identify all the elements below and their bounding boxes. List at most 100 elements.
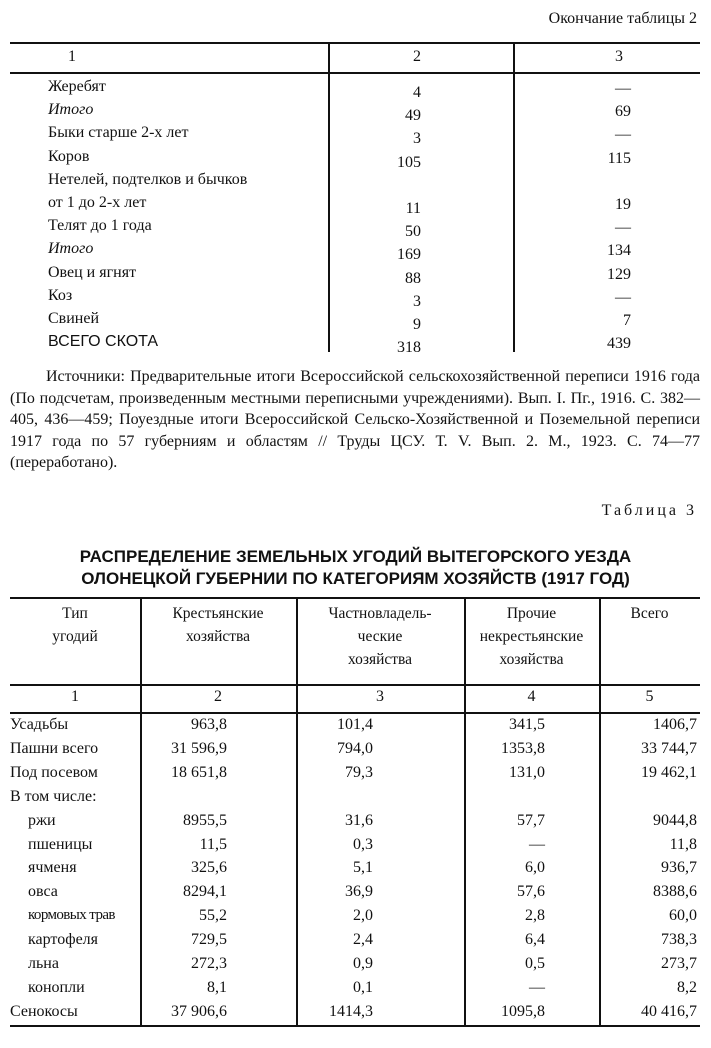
- row-label: Овец и ягнят: [48, 263, 137, 281]
- column-header: Прочие некрестьянские хозяйства: [464, 602, 599, 671]
- col-number: 3: [615, 48, 623, 65]
- cell-value: 8294,1: [183, 883, 227, 901]
- column-header: Тип угодий: [10, 602, 140, 648]
- table-row: Нетелей, подтелков и бычков: [0, 171, 711, 195]
- cell-value: 37 906,6: [171, 1002, 227, 1020]
- header-line: ческие: [357, 628, 403, 645]
- cell-value: 1414,3: [329, 1002, 373, 1020]
- cell-value: 3: [413, 292, 421, 310]
- column-divider: [140, 597, 142, 1026]
- header-line: Частновладель-: [328, 605, 432, 622]
- cell-value: 963,8: [191, 716, 227, 733]
- cell-value: 131,0: [509, 763, 545, 781]
- table-continuation-label: Окончание таблицы 2: [548, 10, 697, 27]
- cell-value: 7: [623, 312, 631, 329]
- table-row: Итого 169 134: [0, 240, 711, 264]
- cell-value: 0,5: [525, 955, 545, 972]
- row-label: от 1 до 2-х лет: [48, 194, 147, 211]
- col-number: 3: [376, 688, 384, 705]
- cell-value: 8,2: [677, 978, 697, 996]
- table-row: Овец и ягнят 88 129: [0, 264, 711, 288]
- cell-value: 105: [397, 153, 421, 171]
- header-line: Крестьянские: [172, 605, 264, 622]
- row-label: Сенокосы: [10, 1002, 78, 1020]
- table-row: Пашни всего 31 596,9 794,0 1353,8 33 744,7: [0, 740, 711, 764]
- header-line: угодий: [52, 628, 98, 645]
- cell-value: 318: [397, 339, 421, 357]
- cell-value: 11,8: [669, 835, 697, 853]
- cell-value: 6,0: [525, 859, 545, 877]
- table-row: Сенокосы 37 906,6 1414,3 1095,8 40 416,7: [0, 1003, 711, 1027]
- col-number: 1: [71, 688, 79, 705]
- cell-value: 11,5: [199, 835, 227, 853]
- cell-value: 738,3: [661, 931, 697, 949]
- table-row: Свиней 9 7: [0, 310, 711, 334]
- col-number: 2: [413, 48, 421, 65]
- cell-value: —: [615, 288, 631, 306]
- column-divider: [513, 42, 515, 352]
- cell-value: 31 596,9: [171, 739, 227, 757]
- column-header: Крестьянские хозяйства: [140, 602, 296, 648]
- cell-value: 36,9: [345, 883, 373, 901]
- cell-value: 4: [413, 84, 421, 101]
- cell-value: 0,9: [353, 955, 373, 972]
- cell-value: —: [529, 835, 545, 853]
- cell-value: 439: [607, 335, 631, 353]
- row-label: пшеницы: [28, 835, 93, 853]
- cell-value: 49: [405, 107, 421, 125]
- table-row: картофеля 729,5 2,4 6,4 738,3: [0, 931, 711, 955]
- cell-value: 31,6: [345, 811, 373, 829]
- cell-value: 2,0: [353, 907, 373, 925]
- cell-value: 9: [413, 316, 421, 333]
- row-label: ячменя: [28, 859, 77, 877]
- row-label: Итого: [48, 240, 94, 258]
- cell-value: 3: [413, 130, 421, 148]
- title-line: РАСПРЕДЕЛЕНИЕ ЗЕМЕЛЬНЫХ УГОДИЙ ВЫТЕГОРСК…: [79, 547, 632, 566]
- cell-value: 18 651,8: [171, 763, 227, 781]
- table-row: Телят до 1 года 50 —: [0, 217, 711, 241]
- column-divider: [328, 42, 330, 352]
- table-row: Итого 49 69: [0, 101, 711, 125]
- table-row: Быки старше 2-х лет 3 —: [0, 124, 711, 148]
- table-row: ячменя 325,6 5,1 6,0 936,7: [0, 859, 711, 883]
- cell-value: 1406,7: [653, 716, 697, 733]
- column-divider: [599, 597, 601, 1026]
- cell-value: 273,7: [661, 955, 697, 972]
- header-line: хозяйства: [499, 651, 564, 668]
- cell-value: 2,8: [525, 907, 545, 925]
- row-label: Нетелей, подтелков и бычков: [48, 170, 248, 188]
- header-line: Тип: [62, 605, 88, 622]
- col-number: 2: [214, 688, 222, 705]
- cell-value: 60,0: [669, 907, 697, 925]
- row-label: кормовых трав: [28, 907, 115, 924]
- cell-value: 5,1: [353, 859, 373, 877]
- row-label: Коз: [48, 286, 73, 304]
- row-label: Пашни всего: [10, 739, 99, 757]
- cell-value: 1095,8: [501, 1002, 545, 1020]
- row-label: картофеля: [28, 931, 99, 949]
- cell-value: 33 744,7: [641, 739, 697, 757]
- table-row: Жеребят 4 —: [0, 78, 711, 102]
- cell-value: 115: [607, 149, 631, 167]
- cell-value: 19 462,1: [641, 763, 697, 781]
- row-label: Под посевом: [10, 763, 98, 781]
- cell-value: 341,5: [509, 716, 545, 733]
- rule: [10, 42, 700, 44]
- column-divider: [296, 597, 298, 1026]
- row-label: Итого: [48, 101, 94, 119]
- cell-value: —: [529, 978, 545, 996]
- rule: [10, 597, 700, 599]
- title-line: ОЛОНЕЦКОЙ ГУБЕРНИИ ПО КАТЕГОРИЯМ ХОЗЯЙСТ…: [81, 569, 630, 588]
- cell-value: 129: [607, 265, 631, 283]
- col-number: 1: [68, 48, 76, 65]
- rule: [10, 72, 700, 74]
- cell-value: 0,3: [353, 835, 373, 853]
- table-number: Таблица 3: [601, 502, 697, 519]
- row-label: Свиней: [48, 310, 100, 327]
- cell-value: 8955,5: [183, 811, 227, 829]
- row-label: ВСЕГО СКОТА: [48, 333, 159, 351]
- row-label: Быки старше 2-х лет: [48, 124, 189, 142]
- table-row: от 1 до 2-х лет 11 19: [0, 194, 711, 218]
- cell-value: 169: [397, 246, 421, 264]
- col-number: 4: [527, 688, 536, 705]
